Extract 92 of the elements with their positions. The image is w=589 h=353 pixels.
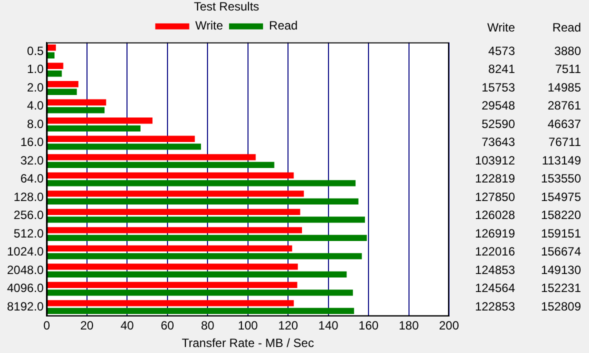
bar: [47, 88, 77, 96]
text: 152809: [540, 299, 582, 314]
text: 52590: [482, 116, 516, 131]
text: 126919: [474, 226, 516, 240]
bar: [47, 180, 356, 186]
text: 156674: [540, 244, 582, 259]
bar: [47, 282, 298, 288]
bar: [47, 125, 141, 132]
text: Write: [487, 20, 515, 35]
text: 122016: [474, 244, 516, 259]
bar: [47, 253, 362, 260]
bar: [47, 198, 358, 205]
text: 113149: [542, 153, 582, 168]
text: 124853: [474, 262, 516, 277]
legend-label: Read: [269, 18, 298, 33]
y-tick-label: 256.0: [14, 208, 44, 222]
text: 152231: [540, 281, 582, 296]
text: 15753: [482, 80, 516, 94]
bar: [47, 62, 64, 70]
y-tick-label: 64.0: [20, 172, 44, 186]
text: 8241: [488, 62, 516, 76]
text: 28761: [548, 98, 582, 113]
x-tick-label: 100: [238, 318, 258, 333]
bar: [47, 216, 365, 223]
bar: [47, 300, 294, 306]
bar: [47, 190, 304, 197]
bar: [47, 144, 202, 150]
y-tick-label: 8.0: [27, 116, 44, 131]
bar: [47, 271, 347, 278]
y-tick-label: 512.0: [14, 226, 44, 240]
text: 158220: [540, 208, 582, 222]
legend-label: Write: [195, 18, 224, 33]
text: 122819: [474, 172, 516, 186]
bar: [47, 308, 354, 314]
x-tick-label: 160: [358, 318, 379, 333]
text: 153550: [540, 172, 582, 186]
bar: [47, 99, 106, 106]
x-tick-label: 80: [200, 318, 215, 333]
bar: [47, 81, 78, 88]
text: 127850: [474, 190, 516, 204]
bar: [47, 172, 294, 179]
text: 159151: [540, 226, 582, 240]
y-tick-label: 1024.0: [7, 244, 44, 259]
bar: [47, 227, 302, 234]
text: 73643: [482, 135, 516, 150]
text: 103912: [474, 153, 516, 168]
text: 14985: [548, 80, 582, 94]
text: 76711: [548, 135, 582, 150]
chart-title: Test Results: [194, 0, 260, 14]
x-tick-label: 20: [80, 318, 94, 333]
x-tick-label: 120: [278, 318, 298, 333]
bar: [47, 70, 62, 77]
text: 154975: [540, 190, 582, 204]
bar: [47, 136, 195, 142]
y-tick-label: 128.0: [14, 190, 44, 204]
bar: [47, 154, 256, 160]
y-tick-label: 2.0: [27, 80, 44, 94]
y-tick-label: 0.5: [27, 44, 44, 58]
bar: [47, 107, 105, 114]
bar: [47, 162, 274, 168]
x-tick-label: 60: [160, 318, 174, 333]
y-tick-label: 4.0: [27, 98, 44, 113]
x-tick-label: 140: [318, 318, 339, 333]
y-tick-label: 2048.0: [7, 262, 44, 277]
x-axis-title: Transfer Rate - MB / Sec: [182, 336, 314, 350]
bar: [47, 208, 300, 216]
text: 4573: [488, 44, 516, 58]
text: 3880: [554, 44, 582, 58]
x-tick-label: 200: [438, 318, 460, 333]
bar: [47, 118, 152, 124]
text: Read: [552, 20, 581, 35]
x-tick-label: 40: [120, 318, 134, 333]
bar: [47, 234, 367, 242]
bar: [47, 52, 55, 59]
text: 29548: [482, 98, 516, 113]
x-tick-label: 180: [398, 318, 420, 333]
text: 124564: [474, 281, 516, 296]
y-tick-label: 1.0: [27, 62, 44, 76]
text: 46637: [548, 116, 582, 131]
bar: [47, 245, 292, 252]
bar: [47, 264, 298, 270]
text: 7511: [555, 62, 582, 76]
bar: [47, 44, 56, 51]
y-tick-label: 32.0: [20, 153, 44, 168]
x-tick-label: 0: [43, 318, 50, 333]
y-tick-label: 16.0: [20, 135, 44, 150]
y-tick-label: 4096.0: [7, 281, 44, 296]
text: 126028: [474, 208, 516, 222]
bar: [47, 290, 353, 296]
text: 149130: [540, 262, 582, 277]
text: 122853: [474, 299, 516, 314]
y-tick-label: 8192.0: [7, 299, 44, 314]
